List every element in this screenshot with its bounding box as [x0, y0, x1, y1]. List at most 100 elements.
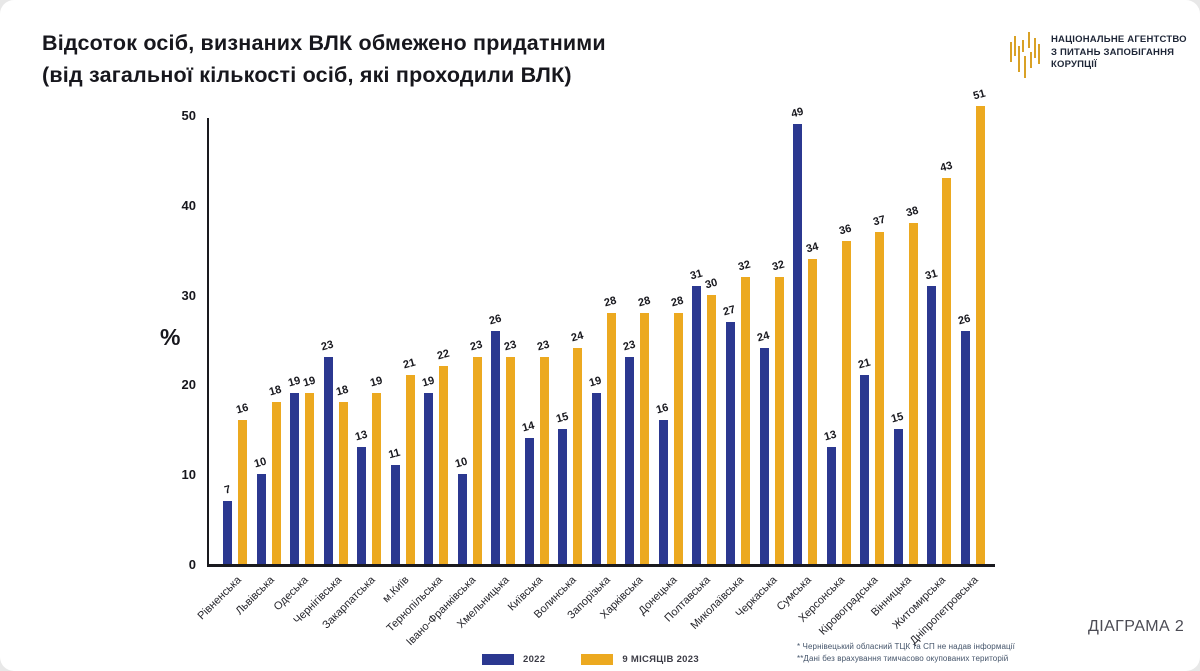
bar-2022: 31 [924, 267, 939, 564]
bar-2022: 21 [857, 357, 871, 564]
bar-value-label: 49 [789, 105, 805, 121]
x-axis-label: м.Київ [379, 574, 412, 606]
bar-value-label: 23 [502, 339, 518, 354]
page-title-line2: (від загальної кількості осіб, які прохо… [42, 63, 572, 88]
bar-value-label: 19 [368, 375, 384, 390]
bar-value-label: 31 [923, 267, 939, 283]
x-axis-label: Рівненська [195, 574, 244, 623]
bar-2022: 31 [689, 267, 704, 564]
bar-group: 10 18 Львівська [234, 118, 283, 617]
page-title-line1: Відсоток осіб, визнаних ВЛК обмежено при… [42, 31, 606, 55]
bar-2022: 23 [622, 339, 637, 564]
bar-2023: 43 [939, 159, 954, 564]
y-tick-label: 50 [181, 108, 196, 123]
bar-2023: 32 [737, 258, 752, 564]
x-axis-label: Кіровоградська [816, 574, 881, 638]
bar-value-label: 24 [569, 330, 585, 345]
bar-value-label: 10 [454, 455, 470, 471]
bar-value-label: 23 [536, 339, 552, 354]
bar-value-label: 16 [234, 401, 250, 417]
bar-value-label: 11 [387, 446, 402, 462]
bar-2022: 19 [286, 375, 301, 564]
bar-group: 24 32 Черкаська [734, 118, 786, 620]
bar-2023: 36 [838, 222, 853, 564]
bar-2022: 10 [253, 456, 268, 564]
bar-value-label: 32 [737, 258, 753, 274]
bar-2023: 28 [603, 294, 618, 564]
bar-2023: 21 [402, 357, 417, 564]
bar-2022: 16 [655, 402, 670, 564]
bar-group: 13 36 Херсонська [796, 118, 853, 624]
bar-value-label: 38 [905, 204, 920, 220]
bar-2023: 23 [503, 339, 518, 564]
bar-value-label: 37 [871, 213, 887, 229]
bar-2022: 19 [588, 375, 603, 564]
bar-group: 13 19 Закарпатська [320, 118, 383, 631]
bar-value-label: 28 [603, 294, 619, 309]
bar-2022: 13 [823, 429, 838, 564]
legend-item-2022: 2022 [482, 654, 545, 665]
bar-value-label: 21 [402, 357, 418, 372]
bar-value-label: 10 [252, 455, 268, 471]
bar-group: 49 34 Сумська [774, 106, 819, 613]
bars-container: 7 16 Рівненська 10 18 Львівська 19 19 Одеська 23 1… [195, 88, 995, 648]
bar-2022: 24 [756, 330, 771, 564]
bar-2023: 24 [570, 330, 585, 564]
bar-2022: 26 [488, 312, 503, 564]
bar-group: 14 23 Київська [506, 118, 551, 613]
bar-value-label: 13 [353, 428, 369, 444]
bar-2023: 16 [234, 402, 249, 564]
bar-2023: 18 [268, 384, 283, 564]
bar-2022: 14 [521, 420, 536, 564]
bar-value-label: 34 [804, 240, 820, 256]
bar-2023: 28 [670, 294, 685, 564]
y-tick-label: 20 [181, 377, 196, 393]
bar-2022: 13 [354, 429, 368, 564]
bar-group: 19 28 Запорізька [565, 118, 618, 621]
bar-value-label: 18 [335, 383, 350, 399]
legend-swatch-icon [581, 654, 614, 665]
bar-2023: 34 [804, 240, 819, 564]
bar-value-label: 30 [703, 276, 719, 291]
bar-group: 31 43 Житомирська [890, 118, 954, 631]
bar-group: 31 30 Полтавська [662, 118, 719, 624]
bar-group: 15 38 Вінницька [869, 118, 920, 618]
bar-2023: 32 [771, 258, 786, 564]
bar-2023: 23 [469, 339, 484, 564]
bar-value-label: 18 [267, 383, 283, 399]
diagram-badge: ДІАГРАМА 2 [1088, 618, 1185, 635]
bar-group: 16 28 Донецька [636, 118, 685, 617]
y-tick-label: 30 [181, 287, 196, 303]
bar-value-label: 23 [320, 339, 335, 354]
bar-value-label: 43 [938, 159, 954, 175]
bar-value-label: 13 [822, 428, 838, 444]
bar-2022: 23 [320, 339, 335, 564]
bar-2022: 11 [387, 447, 402, 564]
nacp-logo-text-line2: З ПИТАНЬ ЗАПОБІГАННЯ [1051, 46, 1175, 58]
bar-2023: 38 [905, 204, 920, 564]
y-tick-label: 0 [188, 557, 196, 572]
nacp-logo: НАЦІОНАЛЬНЕ АГЕНТСТВО З ПИТАНЬ ЗАПОБІГАН… [1008, 28, 1187, 80]
bar-value-label: 19 [588, 375, 604, 390]
bar-2022: 49 [789, 106, 804, 564]
bar-2022: 27 [722, 303, 737, 564]
bar-2023: 19 [369, 375, 383, 564]
bar-value-label: 15 [890, 410, 905, 426]
bar-2023: 28 [637, 294, 652, 564]
bar-group: 19 22 Тернопільська [384, 118, 450, 634]
bar-group: 19 19 Одеська [271, 118, 316, 613]
bar-value-label: 23 [469, 339, 485, 354]
nacp-logo-text-line1: НАЦІОНАЛЬНЕ АГЕНТСТВО [1051, 34, 1187, 45]
bar-value-label: 26 [487, 312, 503, 327]
legend-swatch-icon [482, 654, 514, 665]
bar-2022: 26 [957, 312, 972, 564]
bar-2022: 15 [555, 411, 570, 564]
bar-group: 10 23 Івано-Франківська [404, 118, 484, 648]
bar-value-label: 7 [222, 483, 232, 497]
bar-value-label: 23 [621, 339, 637, 354]
bar-2023: 23 [536, 339, 551, 564]
bar-value-label: 14 [521, 419, 537, 435]
footnote-1: * Чернівецький обласний ТЦК та СП не над… [797, 642, 1015, 651]
bar-group: 11 21 м.Київ [380, 118, 417, 605]
